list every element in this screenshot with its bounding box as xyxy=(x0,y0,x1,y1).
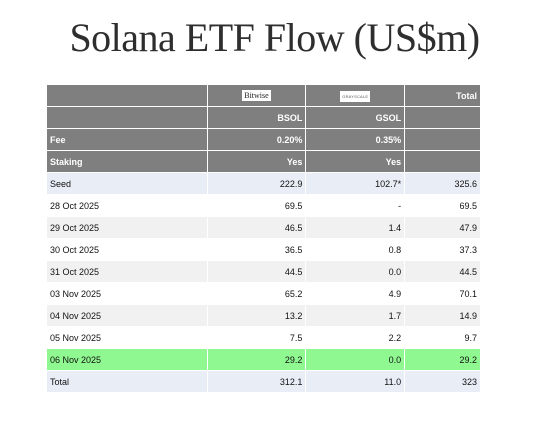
bsol-value: 7.5 xyxy=(206,326,307,349)
ticker-bsol: BSOL xyxy=(206,106,307,129)
row-label: 04 Nov 2025 xyxy=(46,304,208,327)
gsol-value: 0.0 xyxy=(305,260,406,283)
bsol-value: 69.5 xyxy=(206,194,307,217)
table-row: 29 Oct 2025 46.5 1.4 47.9 xyxy=(46,216,481,239)
gsol-value: 2.2 xyxy=(305,326,406,349)
header-blank-cell xyxy=(404,106,481,129)
total-value: 323 xyxy=(404,370,481,393)
table-row: 04 Nov 2025 13.2 1.7 14.9 xyxy=(46,304,481,327)
gsol-value: 1.7 xyxy=(305,304,406,327)
row-label: Total xyxy=(46,370,208,393)
total-value: 37.3 xyxy=(404,238,481,261)
total-value: 325.6 xyxy=(404,172,481,195)
header-row-fee: Fee 0.20% 0.35% xyxy=(46,128,481,151)
grayscale-logo: GRAYSCALE xyxy=(340,90,371,102)
etf-flow-table: Bitwise GRAYSCALE Total BSOL GSOL Fee 0.… xyxy=(46,84,481,393)
table-row: 06 Nov 2025 29.2 0.0 29.2 xyxy=(46,348,481,371)
page-title: Solana ETF Flow (US$m) xyxy=(69,15,480,60)
bitwise-logo-cell: Bitwise xyxy=(206,84,307,107)
gsol-value: 102.7* xyxy=(305,172,406,195)
table-row: 30 Oct 2025 36.5 0.8 37.3 xyxy=(46,238,481,261)
bsol-value: 13.2 xyxy=(206,304,307,327)
bsol-value: 312.1 xyxy=(206,370,307,393)
row-label: 31 Oct 2025 xyxy=(46,260,208,283)
total-value: 29.2 xyxy=(404,348,481,371)
row-label: 28 Oct 2025 xyxy=(46,194,208,217)
row-label: 05 Nov 2025 xyxy=(46,326,208,349)
table-row: 31 Oct 2025 44.5 0.0 44.5 xyxy=(46,260,481,283)
gsol-value: 11.0 xyxy=(305,370,406,393)
header-row-tickers: BSOL GSOL xyxy=(46,106,481,129)
table-row: Total 312.1 11.0 323 xyxy=(46,370,481,393)
bsol-value: 46.5 xyxy=(206,216,307,239)
row-label: 03 Nov 2025 xyxy=(46,282,208,305)
total-value: 9.7 xyxy=(404,326,481,349)
table-row: Seed 222.9 102.7* 325.6 xyxy=(46,172,481,195)
bsol-value: 29.2 xyxy=(206,348,307,371)
bsol-value: 44.5 xyxy=(206,260,307,283)
total-value: 69.5 xyxy=(404,194,481,217)
staking-label: Staking xyxy=(46,150,208,173)
bsol-value: 65.2 xyxy=(206,282,307,305)
table-row: 03 Nov 2025 65.2 4.9 70.1 xyxy=(46,282,481,305)
total-value: 70.1 xyxy=(404,282,481,305)
gsol-value: 1.4 xyxy=(305,216,406,239)
fee-label: Fee xyxy=(46,128,208,151)
gsol-value: 0.0 xyxy=(305,348,406,371)
row-label: 29 Oct 2025 xyxy=(46,216,208,239)
header-blank-cell xyxy=(404,128,481,151)
total-value: 44.5 xyxy=(404,260,481,283)
table-row: 28 Oct 2025 69.5-69.5 xyxy=(46,194,481,217)
fee-gsol: 0.35% xyxy=(305,128,406,151)
staking-gsol: Yes xyxy=(305,150,406,173)
total-value: 47.9 xyxy=(404,216,481,239)
header-blank-cell xyxy=(46,84,208,107)
ticker-gsol: GSOL xyxy=(305,106,406,129)
row-label: 06 Nov 2025 xyxy=(46,348,208,371)
gsol-value: - xyxy=(305,194,406,217)
header-total: Total xyxy=(404,84,481,107)
bsol-value: 36.5 xyxy=(206,238,307,261)
header-blank-cell xyxy=(46,106,208,129)
gsol-value: 0.8 xyxy=(305,238,406,261)
header-blank-cell xyxy=(404,150,481,173)
total-value: 14.9 xyxy=(404,304,481,327)
row-label: 30 Oct 2025 xyxy=(46,238,208,261)
table-row: 05 Nov 2025 7.5 2.2 9.7 xyxy=(46,326,481,349)
grayscale-logo-cell: GRAYSCALE xyxy=(305,84,406,107)
bsol-value: 222.9 xyxy=(206,172,307,195)
gsol-value: 4.9 xyxy=(305,282,406,305)
row-label: Seed xyxy=(46,172,208,195)
fee-bsol: 0.20% xyxy=(206,128,307,151)
bitwise-logo: Bitwise xyxy=(242,90,271,101)
header-row-staking: Staking Yes Yes xyxy=(46,150,481,173)
header-row-issuers: Bitwise GRAYSCALE Total xyxy=(46,84,481,107)
staking-bsol: Yes xyxy=(206,150,307,173)
